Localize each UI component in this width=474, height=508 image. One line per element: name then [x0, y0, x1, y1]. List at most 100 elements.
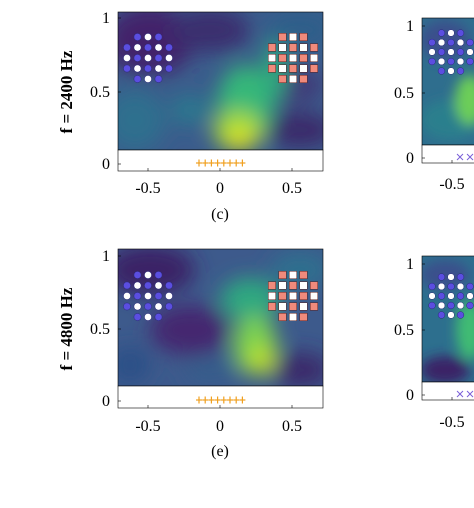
circle-marker: [133, 33, 142, 41]
circle-marker: [133, 313, 142, 321]
circle-marker: [456, 282, 465, 291]
y-tick-label: 0.5: [90, 321, 110, 338]
y-tick-label: 0.5: [90, 84, 110, 101]
circle-marker: [456, 57, 465, 66]
y-tick-label: 1: [406, 256, 414, 273]
y-tick-label: 1: [406, 18, 414, 35]
circle-marker: [133, 43, 142, 52]
x-tick-label: -0.5: [439, 414, 464, 431]
circle-marker: [165, 43, 173, 52]
square-marker: [289, 292, 297, 300]
circle-marker: [456, 67, 465, 75]
square-marker: [289, 64, 297, 73]
square-marker: [278, 313, 287, 321]
circle-marker: [123, 64, 131, 73]
circle-marker: [466, 48, 474, 56]
circle-marker: [123, 281, 131, 290]
panel-caption: (e): [211, 443, 229, 460]
x-tick-label: -0.5: [439, 176, 464, 193]
cross-marker: [466, 390, 474, 398]
circle-marker: [437, 273, 446, 281]
circle-marker: [437, 67, 446, 75]
square-marker: [310, 43, 318, 52]
circle-marker: [154, 75, 163, 83]
circle-marker: [144, 271, 152, 279]
square-marker: [268, 281, 276, 290]
circle-marker: [466, 301, 474, 310]
square-marker: [289, 271, 297, 279]
circle-marker: [437, 292, 446, 300]
markers-c: [123, 33, 318, 167]
heatmap-e: [117, 248, 324, 409]
circle-marker: [447, 57, 455, 66]
circle-marker: [456, 292, 465, 300]
circle-marker: [447, 301, 455, 310]
y-tick-label: 0: [102, 156, 110, 173]
circle-marker: [133, 271, 142, 279]
circle-marker: [456, 48, 465, 56]
square-marker: [299, 281, 308, 290]
square-marker: [289, 313, 297, 321]
square-marker: [310, 64, 318, 73]
circle-marker: [165, 281, 173, 290]
circle-marker: [144, 64, 152, 73]
markers-right-bottom: [428, 273, 474, 398]
circle-marker: [437, 301, 446, 310]
circle-marker: [154, 313, 163, 321]
circle-marker: [456, 311, 465, 319]
square-marker: [289, 302, 297, 311]
square-marker: [268, 292, 276, 300]
circle-marker: [154, 271, 163, 279]
square-marker: [310, 54, 318, 62]
row-label: f = 2400 Hz: [57, 50, 76, 133]
x-tick-label: 0: [216, 418, 224, 435]
circle-marker: [456, 301, 465, 310]
circle-marker: [123, 302, 131, 311]
square-marker: [268, 54, 276, 62]
x-tick-label: 0: [216, 180, 224, 197]
heatmap-right-top: [421, 17, 474, 164]
square-marker: [289, 33, 297, 41]
circle-marker: [447, 273, 455, 281]
square-marker: [310, 292, 318, 300]
x-tick-label: -0.5: [135, 418, 160, 435]
circle-marker: [428, 301, 436, 310]
circle-marker: [456, 38, 465, 47]
circle-marker: [428, 38, 436, 47]
square-marker: [268, 302, 276, 311]
cross-marker: [456, 390, 464, 398]
y-tick-label: 1: [102, 248, 110, 265]
x-tick-label: -0.5: [135, 180, 160, 197]
circle-marker: [144, 302, 152, 311]
circle-marker: [144, 75, 152, 83]
square-marker: [289, 43, 297, 52]
square-marker: [299, 302, 308, 311]
heatmap-c: [117, 11, 324, 172]
circle-marker: [154, 54, 163, 62]
circle-marker: [428, 48, 436, 56]
markers-e: [123, 271, 318, 404]
square-marker: [299, 292, 308, 300]
square-marker: [299, 75, 308, 83]
square-marker: [278, 271, 287, 279]
circle-marker: [123, 54, 131, 62]
x-tick-label: 0.5: [282, 418, 302, 435]
square-marker: [299, 54, 308, 62]
circle-marker: [165, 292, 173, 300]
circle-marker: [437, 282, 446, 291]
circle-marker: [133, 64, 142, 73]
circle-marker: [428, 292, 436, 300]
circle-marker: [437, 38, 446, 47]
square-marker: [278, 64, 287, 73]
circle-marker: [123, 43, 131, 52]
circle-marker: [165, 54, 173, 62]
square-marker: [289, 281, 297, 290]
y-tick-label: 0: [102, 393, 110, 410]
circle-marker: [447, 282, 455, 291]
circle-marker: [144, 54, 152, 62]
panel-caption: (c): [211, 206, 229, 223]
circle-marker: [154, 64, 163, 73]
y-tick-label: 0.5: [394, 85, 414, 102]
circle-marker: [144, 313, 152, 321]
